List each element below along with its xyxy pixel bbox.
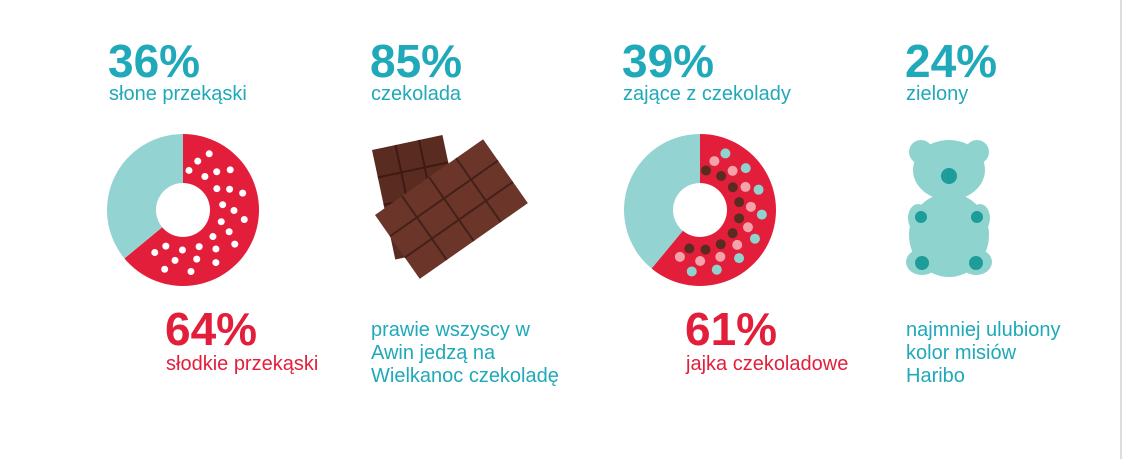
note-line: Haribo bbox=[906, 365, 965, 387]
decor-dot bbox=[727, 228, 738, 239]
decor-dot bbox=[715, 251, 726, 262]
chocolate-illustration bbox=[372, 135, 528, 279]
decor-dot bbox=[230, 207, 238, 215]
decor-dot bbox=[171, 256, 179, 264]
decor-dot bbox=[709, 156, 720, 167]
stat-value: 39% bbox=[622, 35, 714, 87]
note-line: prawie wszyscy w bbox=[371, 319, 530, 341]
stat-label: czekolada bbox=[371, 83, 462, 105]
decor-dot bbox=[217, 218, 225, 226]
stat-label: zające z czekolady bbox=[623, 83, 791, 105]
note-line: Awin jedzą na bbox=[371, 342, 496, 364]
decor-dot bbox=[734, 197, 745, 208]
decor-dot bbox=[162, 242, 170, 250]
decor-dot bbox=[740, 163, 751, 174]
decor-dot bbox=[185, 166, 193, 174]
stat-label: jajka czekoladowe bbox=[685, 353, 848, 375]
gummy-bear bbox=[906, 140, 992, 277]
decor-dot bbox=[745, 201, 756, 212]
decor-dot bbox=[239, 189, 247, 197]
decor-dot bbox=[187, 267, 195, 275]
decor-dot bbox=[674, 251, 685, 262]
decor-dot bbox=[753, 184, 764, 195]
decor-dot bbox=[209, 233, 217, 241]
decor-dot bbox=[711, 264, 722, 275]
decor-dot bbox=[684, 243, 695, 254]
decor-dot bbox=[161, 265, 169, 273]
decor-dot bbox=[734, 253, 745, 264]
decor-dot bbox=[727, 165, 738, 176]
donut-segment bbox=[107, 134, 183, 259]
decor-dot bbox=[213, 185, 221, 193]
donut-segment bbox=[624, 134, 700, 269]
stat-value: 61% bbox=[685, 303, 777, 355]
decor-dot bbox=[212, 259, 220, 267]
decor-dot bbox=[742, 222, 753, 233]
decor-dot bbox=[716, 171, 727, 182]
decor-dot bbox=[193, 255, 201, 263]
decor-dot bbox=[195, 243, 203, 251]
stat-value: 24% bbox=[905, 35, 997, 87]
decor-dot bbox=[231, 240, 239, 248]
donut-decoration bbox=[151, 150, 248, 275]
note-line: Wielkanoc czekoladę bbox=[371, 365, 559, 387]
decor-dot bbox=[225, 228, 233, 236]
decor-dot bbox=[686, 266, 697, 277]
decor-dot bbox=[212, 245, 220, 253]
stat-label: słone przekąski bbox=[109, 83, 247, 105]
decor-dot bbox=[700, 165, 711, 176]
decor-dot bbox=[201, 173, 209, 181]
stat-value: 64% bbox=[165, 303, 257, 355]
donut-decoration bbox=[674, 148, 767, 277]
stat-value: 85% bbox=[370, 35, 462, 87]
decor-dot bbox=[213, 168, 221, 176]
stat-label: zielony bbox=[906, 83, 968, 105]
decor-dot bbox=[219, 201, 227, 209]
donut-segment bbox=[124, 134, 260, 287]
note-line: kolor misiów bbox=[906, 342, 1017, 364]
decor-dot bbox=[226, 185, 234, 193]
decor-dot bbox=[700, 244, 711, 255]
stat-value: 36% bbox=[108, 35, 200, 87]
decor-dot bbox=[151, 248, 159, 256]
decor-dot bbox=[734, 213, 745, 224]
decor-dot bbox=[720, 148, 731, 159]
decor-dot bbox=[695, 255, 706, 266]
decor-dot bbox=[205, 150, 213, 158]
decor-dot bbox=[727, 182, 738, 193]
stat-label: słodkie przekąski bbox=[166, 353, 318, 375]
decor-dot bbox=[740, 181, 751, 192]
decor-dot bbox=[226, 166, 234, 174]
decor-dot bbox=[715, 239, 726, 250]
decor-dot bbox=[749, 233, 760, 244]
decor-dot bbox=[756, 209, 767, 220]
decor-dot bbox=[732, 239, 743, 250]
decor-dot bbox=[194, 157, 202, 165]
decor-dot bbox=[178, 246, 186, 254]
note-line: najmniej ulubiony bbox=[906, 319, 1061, 341]
decor-dot bbox=[240, 215, 248, 223]
